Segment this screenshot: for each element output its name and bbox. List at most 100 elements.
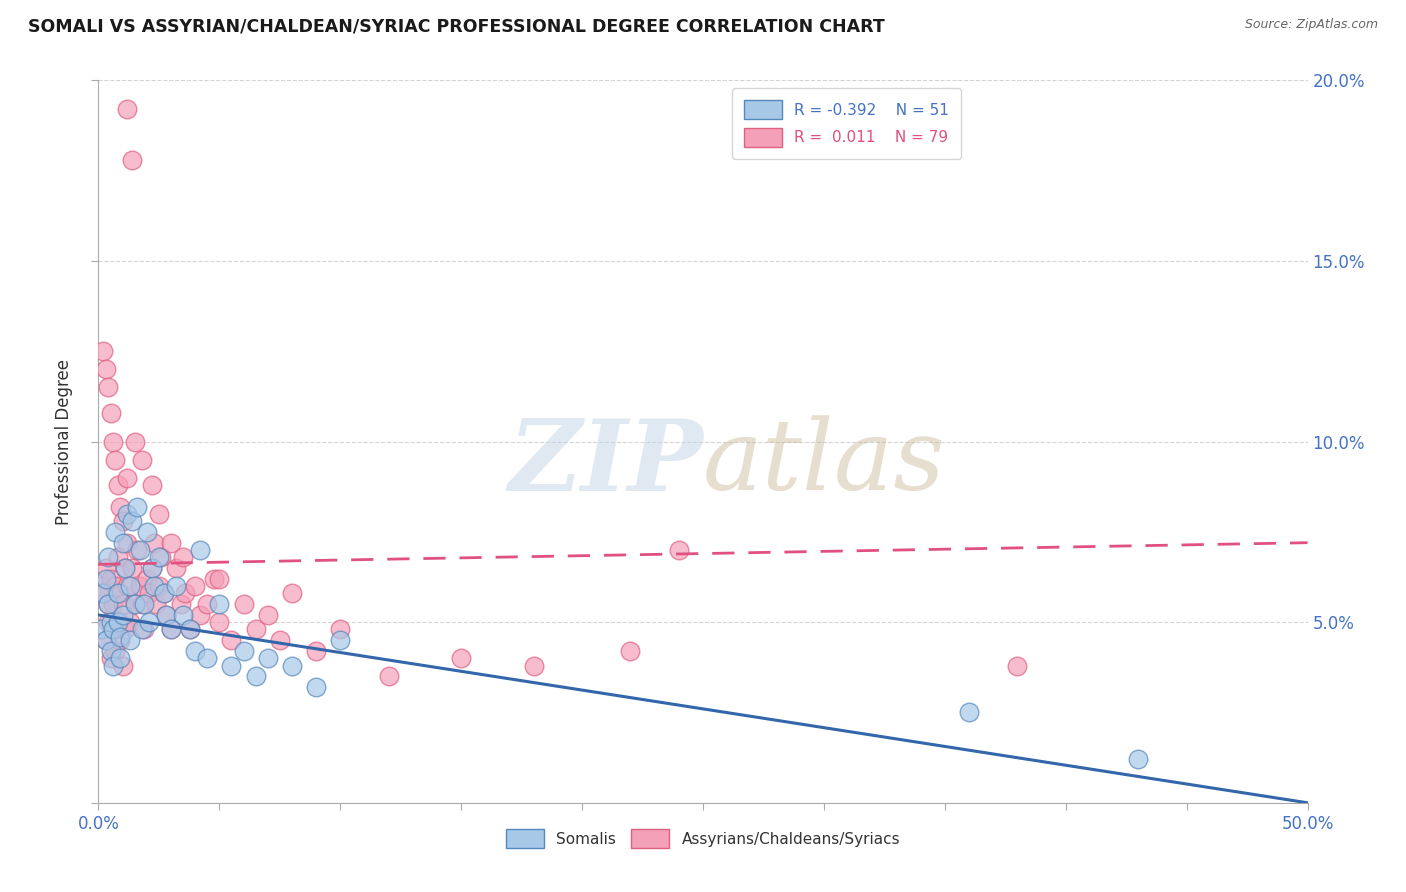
Point bbox=[121, 561, 143, 575]
Point bbox=[94, 633, 117, 648]
Point bbox=[155, 607, 177, 622]
Point bbox=[94, 633, 117, 648]
Point bbox=[172, 550, 194, 565]
Point bbox=[117, 471, 139, 485]
Point bbox=[118, 579, 141, 593]
Point bbox=[221, 633, 243, 648]
Point bbox=[108, 500, 131, 514]
Point bbox=[208, 615, 231, 630]
Point bbox=[148, 579, 170, 593]
Point bbox=[245, 669, 267, 683]
Point bbox=[179, 623, 201, 637]
Point bbox=[957, 706, 980, 720]
Point bbox=[94, 572, 117, 586]
Text: SOMALI VS ASSYRIAN/CHALDEAN/SYRIAC PROFESSIONAL DEGREE CORRELATION CHART: SOMALI VS ASSYRIAN/CHALDEAN/SYRIAC PROFE… bbox=[28, 18, 884, 36]
Text: ZIP: ZIP bbox=[508, 415, 703, 511]
Point bbox=[94, 362, 117, 376]
Point bbox=[104, 524, 127, 539]
Point bbox=[128, 542, 150, 557]
Point bbox=[165, 579, 187, 593]
Point bbox=[184, 579, 207, 593]
Point bbox=[188, 607, 211, 622]
Point bbox=[165, 561, 187, 575]
Point bbox=[145, 597, 167, 611]
Point bbox=[97, 550, 120, 565]
Point bbox=[127, 500, 149, 514]
Point bbox=[118, 633, 141, 648]
Point bbox=[90, 579, 112, 593]
Point bbox=[245, 623, 267, 637]
Point bbox=[101, 623, 124, 637]
Point bbox=[232, 644, 254, 658]
Point bbox=[94, 561, 117, 575]
Point bbox=[143, 579, 166, 593]
Point bbox=[305, 644, 328, 658]
Point bbox=[108, 586, 131, 600]
Point bbox=[101, 597, 124, 611]
Point bbox=[135, 524, 157, 539]
Text: Source: ZipAtlas.com: Source: ZipAtlas.com bbox=[1244, 18, 1378, 31]
Point bbox=[172, 607, 194, 622]
Point bbox=[117, 535, 139, 549]
Point bbox=[138, 586, 160, 600]
Point bbox=[97, 615, 120, 630]
Point bbox=[668, 542, 690, 557]
Point bbox=[377, 669, 399, 683]
Point bbox=[90, 623, 112, 637]
Point bbox=[208, 597, 231, 611]
Point bbox=[108, 633, 131, 648]
Point bbox=[1007, 658, 1029, 673]
Point bbox=[174, 586, 197, 600]
Point bbox=[135, 572, 157, 586]
Point bbox=[107, 615, 129, 630]
Point bbox=[329, 623, 352, 637]
Point bbox=[269, 633, 291, 648]
Point bbox=[111, 597, 134, 611]
Point bbox=[221, 658, 243, 673]
Point bbox=[101, 623, 124, 637]
Point bbox=[104, 644, 127, 658]
Point bbox=[143, 535, 166, 549]
Point bbox=[141, 561, 163, 575]
Point bbox=[134, 623, 156, 637]
Point bbox=[107, 615, 129, 630]
Point bbox=[179, 623, 201, 637]
Point bbox=[131, 597, 153, 611]
Point bbox=[134, 597, 156, 611]
Point bbox=[111, 514, 134, 528]
Point bbox=[188, 542, 211, 557]
Point bbox=[111, 658, 134, 673]
Point bbox=[281, 586, 304, 600]
Point bbox=[121, 514, 143, 528]
Point bbox=[148, 550, 170, 565]
Point bbox=[100, 651, 122, 665]
Point bbox=[107, 550, 129, 565]
Point bbox=[155, 607, 177, 622]
Point bbox=[124, 434, 146, 449]
Point bbox=[100, 615, 122, 630]
Point bbox=[160, 623, 183, 637]
Point bbox=[450, 651, 472, 665]
Point bbox=[150, 550, 173, 565]
Point bbox=[160, 535, 183, 549]
Point bbox=[114, 561, 136, 575]
Y-axis label: Professional Degree: Professional Degree bbox=[55, 359, 73, 524]
Point bbox=[107, 586, 129, 600]
Point bbox=[131, 452, 153, 467]
Point bbox=[128, 579, 150, 593]
Point bbox=[124, 597, 146, 611]
Point bbox=[97, 597, 120, 611]
Point bbox=[114, 623, 136, 637]
Point bbox=[117, 507, 139, 521]
Point bbox=[104, 579, 127, 593]
Point bbox=[256, 651, 278, 665]
Point bbox=[232, 597, 254, 611]
Point bbox=[305, 680, 328, 694]
Point bbox=[97, 597, 120, 611]
Point bbox=[184, 644, 207, 658]
Point bbox=[138, 615, 160, 630]
Point bbox=[127, 542, 149, 557]
Point bbox=[100, 572, 122, 586]
Point bbox=[91, 586, 114, 600]
Point bbox=[100, 644, 122, 658]
